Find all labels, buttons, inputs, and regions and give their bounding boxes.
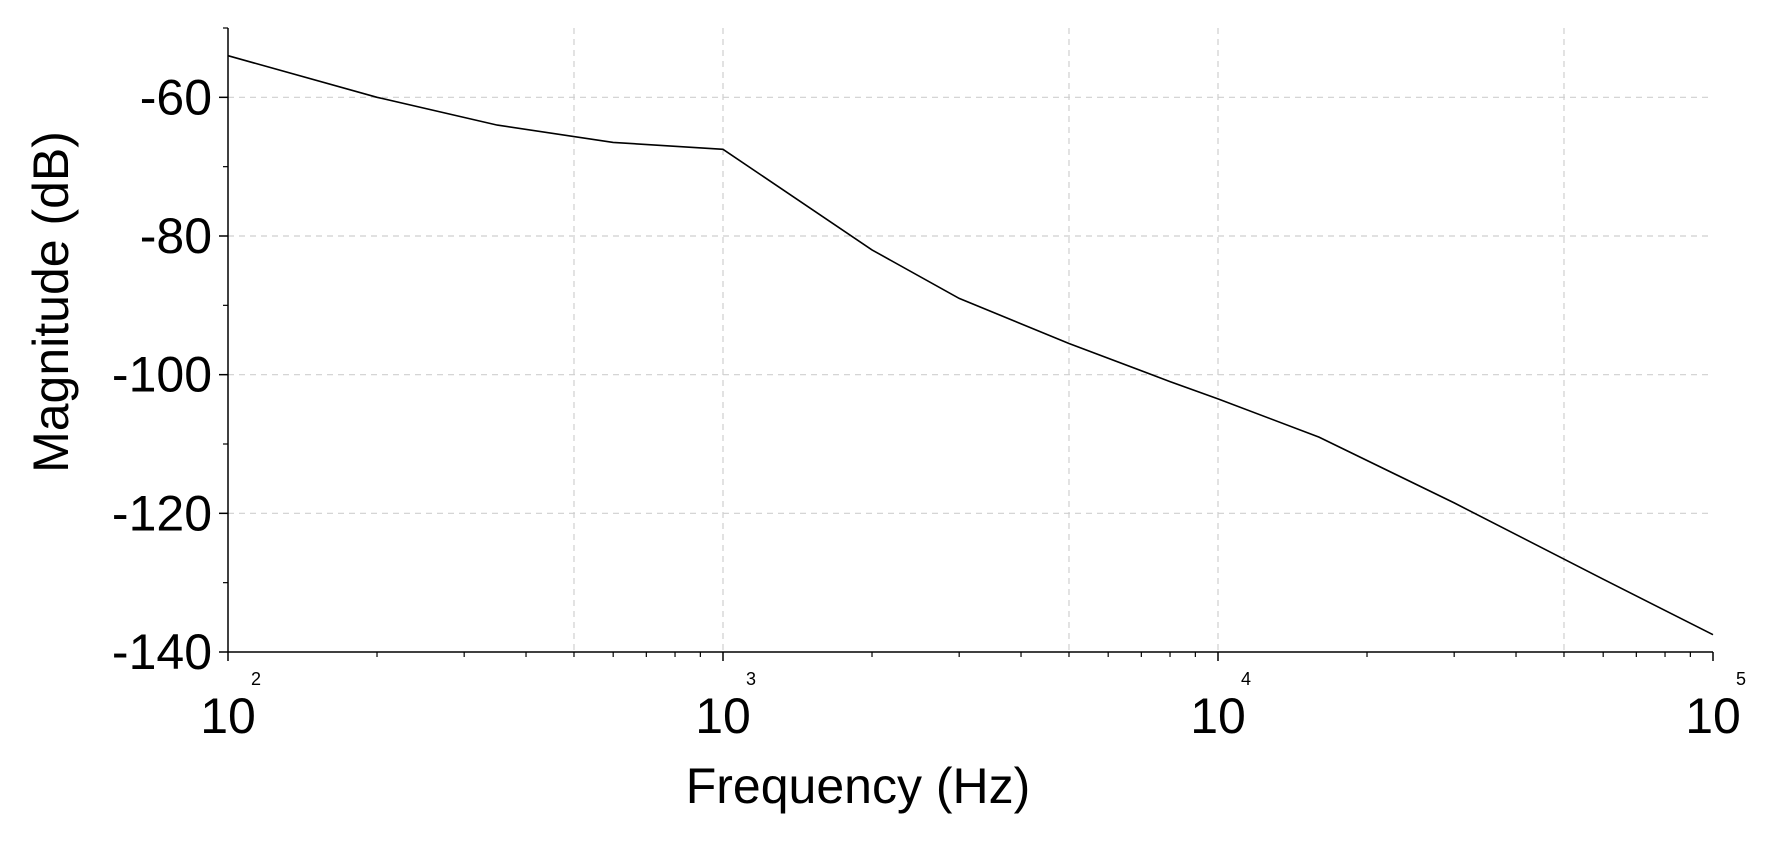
series-layer <box>227 54 1714 636</box>
x-axis-label: Frequency (Hz) <box>686 758 1031 814</box>
x-tick-exponent: 2 <box>251 669 261 689</box>
x-tick-label: 10 <box>695 688 751 744</box>
y-tick-label: -80 <box>140 208 212 264</box>
x-tick-exponent: 4 <box>1241 669 1251 689</box>
x-tick-exponent: 5 <box>1736 669 1746 689</box>
x-tick-label: 10 <box>1190 688 1246 744</box>
y-tick-label: -60 <box>140 69 212 125</box>
label-layer: Frequency (Hz) Magnitude (dB) <box>23 131 1030 814</box>
y-tick-label: -120 <box>112 485 212 541</box>
y-tick-label: -140 <box>112 624 212 680</box>
x-tick-exponent: 3 <box>746 669 756 689</box>
series-line-0 <box>227 54 1714 636</box>
x-tick-label: 10 <box>1685 688 1741 744</box>
y-tick-label: -100 <box>112 347 212 403</box>
grid-layer <box>228 28 1713 652</box>
y-axis-label: Magnitude (dB) <box>23 131 79 473</box>
x-tick-label: 10 <box>200 688 256 744</box>
